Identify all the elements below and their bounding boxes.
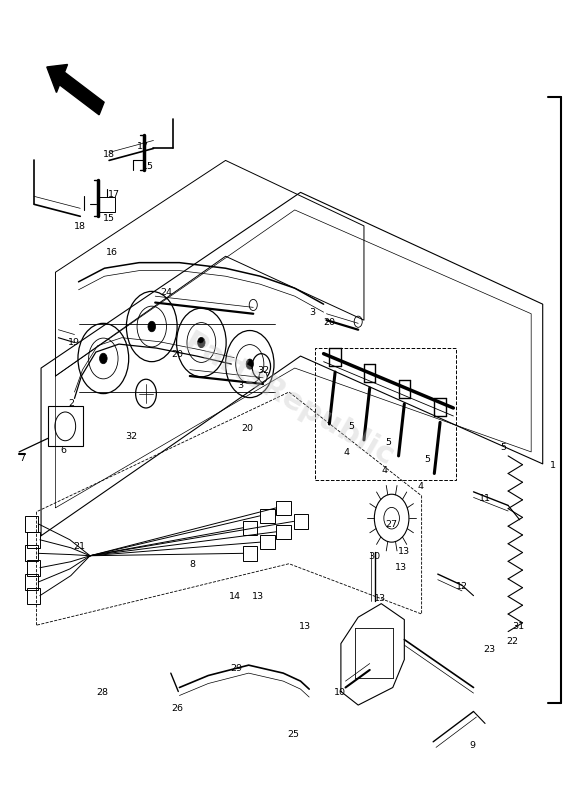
Bar [27, 532, 40, 548]
Circle shape [198, 338, 205, 348]
Text: 14: 14 [229, 592, 242, 601]
Bar [27, 560, 40, 576]
Text: 4: 4 [344, 448, 350, 458]
Text: 3: 3 [309, 308, 315, 317]
Text: 15: 15 [142, 162, 154, 170]
Text: 18: 18 [103, 150, 115, 159]
Circle shape [354, 316, 362, 327]
Text: 27: 27 [386, 520, 398, 529]
Bar [243, 546, 257, 561]
Text: 28: 28 [97, 688, 109, 697]
Circle shape [246, 359, 253, 369]
Text: 5: 5 [349, 422, 354, 431]
Circle shape [99, 354, 107, 364]
Text: 29: 29 [230, 664, 242, 673]
Text: 31: 31 [513, 622, 525, 630]
Bar [315, 348, 456, 480]
Bar [27, 588, 40, 604]
Text: 13: 13 [298, 622, 310, 630]
Text: 9: 9 [469, 742, 475, 750]
Text: 13: 13 [253, 592, 265, 601]
Text: 13: 13 [395, 563, 407, 572]
Text: 24: 24 [161, 289, 173, 298]
Text: 20: 20 [323, 318, 335, 327]
Text: 4: 4 [381, 466, 387, 474]
Text: 16: 16 [106, 248, 118, 257]
Text: 13: 13 [398, 547, 410, 556]
Text: 13: 13 [374, 594, 386, 603]
Bar [276, 525, 291, 539]
Text: 2: 2 [68, 399, 74, 409]
Text: 11: 11 [479, 494, 491, 502]
Text: 6: 6 [60, 446, 66, 455]
Text: 1: 1 [550, 461, 555, 470]
Text: 30: 30 [368, 552, 380, 561]
Text: 7: 7 [19, 454, 25, 462]
Text: 5: 5 [424, 455, 431, 464]
Bar [99, 197, 115, 211]
Text: 21: 21 [73, 542, 86, 550]
Text: 17: 17 [108, 190, 120, 199]
Text: 8: 8 [189, 560, 195, 569]
Text: 22: 22 [506, 638, 518, 646]
Bar [294, 514, 308, 529]
Text: 23: 23 [483, 646, 495, 654]
Text: 26: 26 [172, 704, 184, 713]
Bar [25, 546, 38, 562]
Text: 5: 5 [501, 443, 506, 453]
Text: 19: 19 [68, 338, 80, 347]
Bar [260, 535, 275, 550]
Circle shape [249, 299, 257, 310]
Bar [25, 574, 38, 590]
Text: 18: 18 [73, 222, 86, 231]
Text: 12: 12 [456, 582, 468, 590]
Bar [260, 509, 275, 523]
FancyArrow shape [47, 65, 104, 115]
Bar [276, 501, 291, 515]
Text: 3: 3 [237, 381, 243, 390]
Text: 10: 10 [334, 688, 346, 697]
Text: 17: 17 [136, 142, 149, 151]
Text: 20: 20 [172, 350, 184, 359]
Text: 25: 25 [287, 730, 299, 739]
Bar [243, 521, 257, 535]
Bar [25, 516, 38, 532]
Circle shape [148, 322, 155, 332]
Bar [48, 406, 83, 446]
Text: 20: 20 [241, 424, 253, 434]
Circle shape [259, 371, 267, 382]
Text: 32: 32 [125, 432, 138, 442]
Text: 4: 4 [417, 482, 424, 490]
Text: 15: 15 [102, 214, 114, 223]
Text: PartsRepublic: PartsRepublic [179, 328, 399, 472]
Text: 5: 5 [385, 438, 391, 447]
Text: 32: 32 [258, 366, 270, 375]
